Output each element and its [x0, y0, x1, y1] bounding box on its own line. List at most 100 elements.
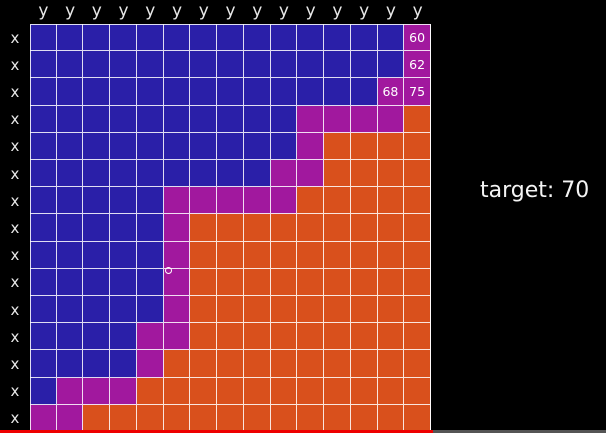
grid-cell: [377, 214, 405, 242]
grid-cell: [243, 296, 271, 324]
grid-cell: [297, 214, 325, 242]
grid-cell: [190, 241, 218, 269]
grid-cell: [377, 268, 405, 296]
grid-cell: [190, 323, 218, 351]
grid-cell: [56, 160, 84, 188]
grid-cell: [136, 214, 164, 242]
progress-remaining: [433, 430, 606, 433]
grid-cell: [350, 78, 378, 106]
grid-cell: [404, 187, 431, 215]
grid-cell: [56, 296, 84, 324]
grid-cell: [83, 268, 111, 296]
grid-cell: [110, 187, 137, 215]
grid-cell: [56, 132, 84, 160]
grid-cell: [217, 132, 244, 160]
grid-cell: [136, 323, 164, 351]
grid-cell: [270, 24, 298, 52]
grid-cell: [270, 78, 298, 106]
grid-cell: [404, 296, 431, 324]
row-label: x: [10, 409, 20, 428]
grid-cell: [83, 323, 111, 351]
grid-cell: [83, 214, 111, 242]
grid-cell: [270, 214, 298, 242]
grid-cell-value: 68: [377, 78, 405, 106]
grid-cell: [324, 51, 351, 79]
grid-cell: [56, 350, 84, 378]
grid-cell: [350, 160, 378, 188]
grid-cell: [377, 105, 405, 133]
grid-cell: [243, 350, 271, 378]
grid-cell: [350, 350, 378, 378]
grid-cell: [83, 24, 111, 52]
grid-cell: [324, 404, 351, 432]
grid-cell: [110, 105, 137, 133]
row-label: x: [10, 191, 20, 210]
grid-cell: [270, 323, 298, 351]
grid-cell: [377, 241, 405, 269]
grid-cell: [83, 296, 111, 324]
grid-cell: [243, 323, 271, 351]
grid-cell: [163, 105, 191, 133]
grid-cell: [217, 268, 244, 296]
column-label: y: [278, 1, 289, 21]
grid-cell: [136, 24, 164, 52]
grid-cell: [217, 323, 244, 351]
grid-cell: [190, 132, 218, 160]
row-label: x: [10, 327, 20, 346]
grid-cell: [217, 350, 244, 378]
grid-cell: [136, 160, 164, 188]
grid-cell: [56, 187, 84, 215]
row-label: x: [10, 137, 20, 156]
column-label: y: [359, 1, 370, 21]
grid-cell: [163, 350, 191, 378]
grid-cell: [324, 323, 351, 351]
grid-cell: [110, 24, 137, 52]
grid-cell: [136, 187, 164, 215]
grid-cell: [83, 241, 111, 269]
sorted-matrix-grid: 60 62 68 75: [30, 24, 431, 432]
grid-cell-value: 75: [404, 78, 431, 106]
grid-cell: [350, 105, 378, 133]
grid-cell: [350, 132, 378, 160]
row-label: x: [10, 164, 20, 183]
grid-cell: [350, 377, 378, 405]
grid-cell: [377, 350, 405, 378]
grid-cell: [404, 404, 431, 432]
grid-cell: [30, 105, 57, 133]
grid-cell: [243, 404, 271, 432]
grid-cell-value: 60: [404, 24, 431, 52]
grid-cell: [110, 132, 137, 160]
grid-cell: [217, 187, 244, 215]
column-label: y: [65, 1, 76, 21]
grid-cell: [217, 214, 244, 242]
grid-cell: [404, 214, 431, 242]
grid-cell: [324, 78, 351, 106]
grid-cell: [56, 323, 84, 351]
grid-cell: [163, 377, 191, 405]
grid-cell: [324, 296, 351, 324]
grid-cell: [377, 377, 405, 405]
grid-cell: [297, 268, 325, 296]
grid-cell: [30, 187, 57, 215]
grid-cell-value: 62: [404, 51, 431, 79]
row-label: x: [10, 28, 20, 47]
grid-cell: [297, 404, 325, 432]
video-progress-bar[interactable]: [0, 430, 606, 433]
grid-cell: [324, 350, 351, 378]
grid-cell: [83, 132, 111, 160]
grid-cell: [136, 268, 164, 296]
grid-cell: [377, 24, 405, 52]
grid-cell: [350, 51, 378, 79]
grid-cell: [190, 296, 218, 324]
grid-cell: [404, 268, 431, 296]
grid-cell: [243, 214, 271, 242]
cursor-circle-icon: [165, 267, 172, 274]
grid-cell: [110, 377, 137, 405]
grid-cell: [56, 214, 84, 242]
grid-cell: [136, 78, 164, 106]
grid-cell: [190, 24, 218, 52]
grid-cell: [83, 350, 111, 378]
column-label: y: [172, 1, 183, 21]
row-label: x: [10, 382, 20, 401]
grid-cell: [270, 296, 298, 324]
